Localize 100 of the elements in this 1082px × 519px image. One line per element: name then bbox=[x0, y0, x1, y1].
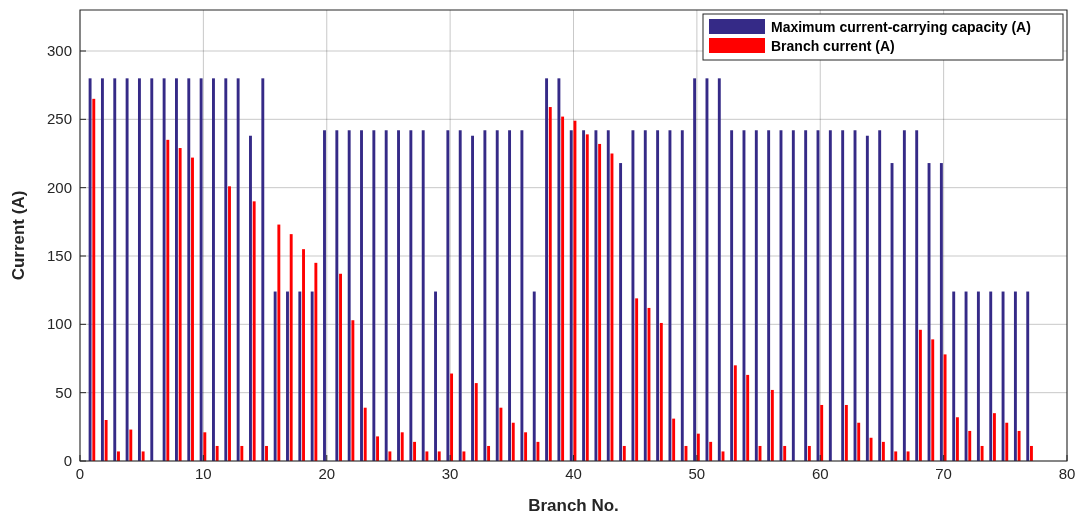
bar bbox=[236, 78, 240, 461]
bar bbox=[360, 130, 363, 461]
bar bbox=[1029, 445, 1033, 461]
bar bbox=[471, 135, 474, 461]
bar bbox=[409, 130, 413, 461]
bar bbox=[952, 291, 956, 461]
bar bbox=[298, 291, 302, 461]
bar bbox=[310, 291, 314, 461]
bar bbox=[894, 451, 898, 461]
bar bbox=[594, 130, 598, 461]
bar bbox=[696, 433, 700, 461]
bar bbox=[100, 78, 104, 461]
x-tick-label: 20 bbox=[318, 465, 336, 482]
bar bbox=[918, 329, 922, 461]
bar bbox=[804, 130, 808, 461]
bar bbox=[717, 78, 721, 461]
y-tick-label: 50 bbox=[55, 383, 72, 401]
bar bbox=[915, 130, 919, 461]
bar bbox=[770, 389, 774, 461]
x-tick-label: 50 bbox=[688, 465, 706, 482]
bar bbox=[446, 130, 450, 461]
bar bbox=[302, 249, 305, 461]
bar bbox=[400, 432, 404, 461]
bar bbox=[943, 354, 947, 461]
bar bbox=[1013, 291, 1017, 461]
bar bbox=[730, 130, 734, 461]
bar bbox=[857, 422, 861, 461]
bar bbox=[495, 130, 499, 461]
bar bbox=[104, 420, 108, 461]
bar bbox=[437, 451, 441, 461]
bar bbox=[976, 291, 980, 461]
bar bbox=[931, 339, 935, 461]
bar bbox=[113, 78, 117, 461]
bar bbox=[397, 130, 400, 461]
bar bbox=[869, 437, 873, 461]
x-tick-label: 70 bbox=[935, 465, 952, 482]
bar bbox=[656, 130, 660, 461]
bar bbox=[511, 422, 515, 461]
x-tick-label: 10 bbox=[195, 465, 212, 482]
bar bbox=[820, 404, 824, 461]
bar bbox=[215, 445, 219, 461]
bar bbox=[347, 130, 351, 461]
bar bbox=[1026, 291, 1030, 461]
bar bbox=[680, 130, 684, 461]
bar bbox=[224, 78, 228, 461]
x-tick-label: 30 bbox=[441, 465, 459, 482]
bar bbox=[249, 135, 252, 461]
y-tick-label: 300 bbox=[46, 42, 72, 59]
bar bbox=[458, 130, 462, 461]
bar bbox=[462, 451, 466, 461]
bar bbox=[363, 407, 367, 461]
bar bbox=[906, 451, 910, 461]
legend-label: Maximum current-carrying capacity (A) bbox=[771, 19, 1031, 35]
bar bbox=[865, 135, 869, 461]
bar bbox=[536, 441, 540, 461]
bar bbox=[125, 78, 129, 461]
bar bbox=[643, 130, 647, 461]
bar bbox=[413, 441, 417, 461]
bar bbox=[273, 291, 277, 461]
x-tick-label: 80 bbox=[1058, 465, 1076, 482]
x-tick-label: 40 bbox=[565, 465, 582, 482]
bar bbox=[117, 451, 120, 461]
bar bbox=[289, 234, 293, 461]
bar bbox=[878, 130, 882, 461]
bar bbox=[598, 143, 602, 461]
bar bbox=[261, 78, 265, 461]
bar bbox=[569, 130, 573, 461]
bar bbox=[487, 445, 491, 461]
bar bbox=[150, 78, 154, 461]
bar bbox=[191, 157, 194, 461]
bar bbox=[672, 418, 676, 461]
bar bbox=[277, 224, 281, 461]
bar bbox=[524, 432, 528, 461]
bar bbox=[807, 445, 811, 461]
bar bbox=[384, 130, 388, 461]
bar bbox=[754, 130, 758, 461]
bar bbox=[1005, 422, 1009, 461]
bar bbox=[557, 78, 561, 461]
bar bbox=[178, 148, 182, 461]
bar bbox=[314, 262, 318, 461]
bar bbox=[339, 273, 342, 461]
bar bbox=[631, 130, 635, 461]
bar bbox=[545, 78, 549, 461]
bar bbox=[548, 107, 552, 461]
bar bbox=[606, 130, 610, 461]
bar bbox=[434, 291, 437, 461]
bar bbox=[203, 432, 207, 461]
bar bbox=[252, 201, 256, 461]
bar bbox=[421, 130, 425, 461]
bar bbox=[175, 78, 178, 461]
bar bbox=[137, 78, 141, 461]
bar bbox=[508, 130, 512, 461]
bar bbox=[582, 130, 586, 461]
bar bbox=[939, 163, 943, 461]
bar bbox=[483, 130, 487, 461]
bar bbox=[88, 78, 92, 461]
bar bbox=[693, 78, 697, 461]
bar bbox=[450, 373, 454, 461]
y-tick-label: 200 bbox=[46, 178, 72, 196]
y-tick-label: 0 bbox=[63, 452, 72, 469]
